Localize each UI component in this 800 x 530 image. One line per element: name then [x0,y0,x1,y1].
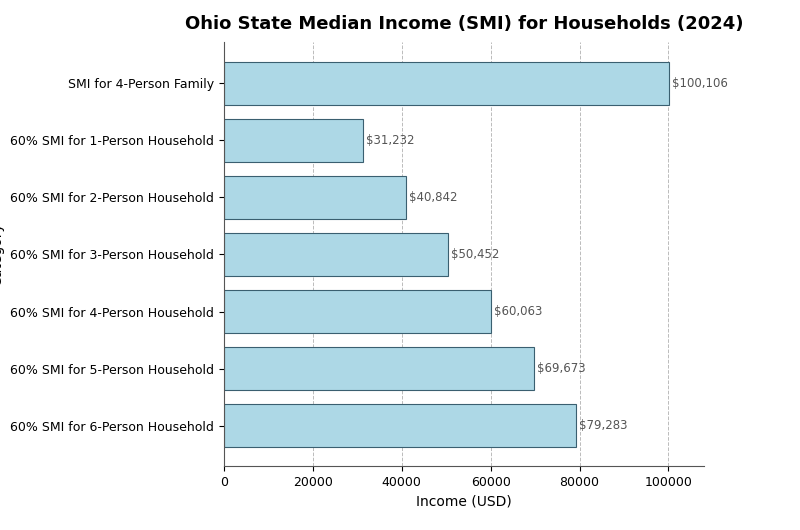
Text: $50,452: $50,452 [451,248,500,261]
Bar [224,176,406,219]
Bar [224,233,448,276]
Text: $69,673: $69,673 [537,362,586,375]
Bar [224,119,363,162]
Title: Ohio State Median Income (SMI) for Households (2024): Ohio State Median Income (SMI) for House… [185,14,743,32]
Text: $100,106: $100,106 [672,77,728,90]
Text: $79,283: $79,283 [579,419,628,432]
X-axis label: Income (USD): Income (USD) [416,494,512,509]
Bar [224,61,669,104]
Text: $40,842: $40,842 [409,191,457,204]
Text: $60,063: $60,063 [494,305,542,318]
Bar [224,404,576,447]
Y-axis label: Category: Category [0,223,5,286]
Bar [224,347,534,390]
Bar [224,290,491,333]
Text: $31,232: $31,232 [366,134,414,147]
